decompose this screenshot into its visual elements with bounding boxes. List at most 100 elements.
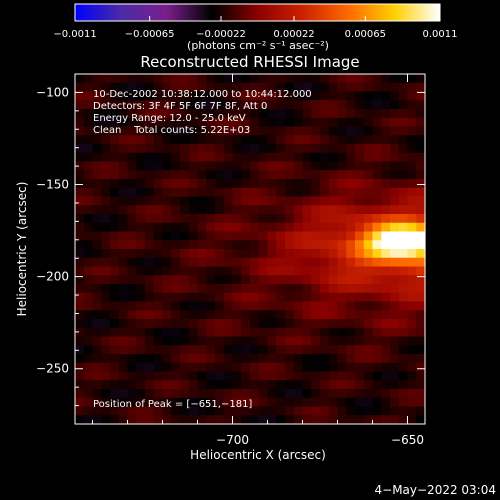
heatmap-cell (75, 389, 85, 399)
heatmap-cell (407, 336, 417, 346)
heatmap-cell (407, 389, 417, 399)
heatmap-cell (127, 161, 137, 171)
heatmap-cell (337, 126, 347, 136)
heatmap-cell (83, 362, 94, 373)
heatmap-cell (346, 135, 356, 145)
heatmap-cell (250, 284, 260, 294)
heatmap-cell (110, 354, 120, 364)
heatmap-cell (206, 214, 216, 224)
heatmap-cell (320, 196, 330, 206)
heatmap-cell (416, 362, 426, 373)
heatmap-cell (311, 249, 321, 259)
heatmap-cell (136, 196, 146, 206)
heatmap-cell (162, 380, 172, 390)
heatmap-cell (92, 100, 102, 110)
heatmap-cell (346, 345, 356, 355)
heatmap-cell (75, 126, 85, 136)
heatmap-cell (398, 406, 409, 416)
heatmap-cell (302, 222, 312, 233)
heatmap-cell (145, 82, 155, 93)
heatmap-cell (136, 301, 146, 311)
heatmap-cell (92, 380, 102, 390)
heatmap-cell (258, 126, 269, 136)
heatmap-cell (215, 135, 225, 145)
heatmap-cell (215, 327, 225, 338)
heatmap-cell (285, 310, 295, 320)
heatmap-cell (145, 117, 155, 128)
heatmap-cell (171, 380, 181, 390)
heatmap-cell (276, 406, 286, 416)
heatmap-cell (241, 231, 251, 241)
heatmap-cell (337, 415, 347, 425)
heatmap-cell (267, 126, 277, 136)
heatmap-cell (416, 117, 426, 128)
heatmap-cell (372, 249, 382, 259)
heatmap-cell (110, 152, 120, 163)
heatmap-cell (118, 327, 129, 338)
heatmap-cell (92, 257, 102, 268)
heatmap-cell (372, 284, 382, 294)
heatmap-cell (162, 196, 172, 206)
heatmap-cell (92, 161, 102, 171)
colorbar-tick-label: −0.00022 (196, 29, 246, 40)
heatmap-cell (390, 117, 400, 128)
heatmap-cell (241, 415, 251, 425)
heatmap-cell (250, 354, 260, 364)
heatmap-cell (232, 152, 242, 163)
heatmap-cell (363, 161, 374, 171)
heatmap-cell (285, 135, 295, 145)
heatmap-cell (250, 249, 260, 259)
heatmap-cell (258, 397, 269, 408)
heatmap-cell (372, 74, 382, 84)
heatmap-cell (355, 397, 365, 408)
heatmap-cell (346, 152, 356, 163)
heatmap-cell (285, 222, 295, 233)
heatmap-cell (206, 100, 216, 110)
heatmap-cell (320, 74, 330, 84)
heatmap-cell (276, 205, 286, 215)
heatmap-cell (145, 415, 155, 425)
heatmap-cell (328, 196, 339, 206)
heatmap-cell (118, 214, 129, 224)
heatmap-cell (83, 354, 94, 364)
heatmap-cell (302, 240, 312, 250)
heatmap-cell (320, 240, 330, 250)
heatmap-cell (188, 389, 199, 399)
heatmap-cell (232, 345, 242, 355)
axis-ticks: −700−650−600−100−150−200−250 (36, 73, 425, 447)
heatmap-cell (258, 266, 269, 276)
heatmap-cell (398, 284, 409, 294)
heatmap-cell (118, 152, 129, 163)
heatmap-cell (293, 170, 304, 180)
heatmap-cell (267, 231, 277, 241)
heatmap-cell (162, 310, 172, 320)
heatmap-cell (328, 74, 339, 84)
heatmap-cell (398, 91, 409, 101)
heatmap-cell (311, 354, 321, 364)
heatmap-cell (171, 117, 181, 128)
heatmap-cell (267, 144, 277, 154)
heatmap-cell (416, 126, 426, 136)
heatmap-cell (337, 345, 347, 355)
heatmap-cell (197, 292, 207, 303)
heatmap-cell (232, 196, 242, 206)
heatmap-cell (215, 249, 225, 259)
heatmap-cell (407, 354, 417, 364)
heatmap-cell (180, 362, 190, 373)
heatmap-cell (293, 389, 304, 399)
heatmap-cell (363, 144, 374, 154)
heatmap-cell (267, 249, 277, 259)
heatmap-cell (118, 310, 129, 320)
heatmap-cell (363, 196, 374, 206)
heatmap-cell (136, 214, 146, 224)
heatmap-cell (285, 187, 295, 198)
heatmap-cell (258, 222, 269, 233)
heatmap-cell (346, 161, 356, 171)
heatmap-cell (363, 240, 374, 250)
heatmap-cell (136, 266, 146, 276)
heatmap-cell (92, 389, 102, 399)
heatmap-cell (153, 354, 164, 364)
heatmap-cell (285, 179, 295, 189)
heatmap-cell (276, 126, 286, 136)
heatmap-cell (101, 336, 111, 346)
